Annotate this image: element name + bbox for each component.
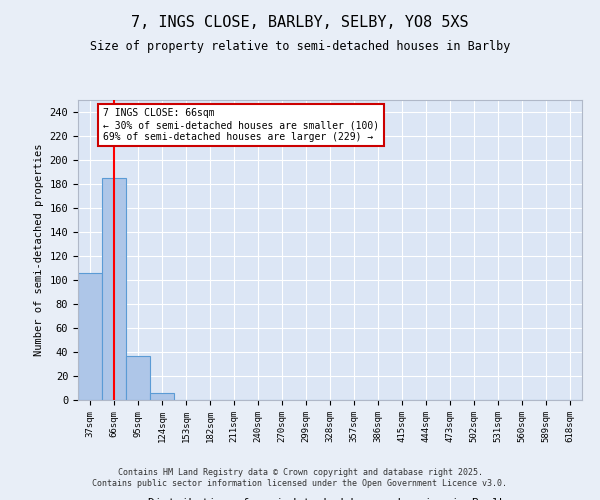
Bar: [150, 393, 174, 400]
X-axis label: Distribution of semi-detached houses by size in Barlby: Distribution of semi-detached houses by …: [148, 498, 512, 500]
Bar: [78, 273, 102, 400]
Text: 7, INGS CLOSE, BARLBY, SELBY, YO8 5XS: 7, INGS CLOSE, BARLBY, SELBY, YO8 5XS: [131, 15, 469, 30]
Y-axis label: Number of semi-detached properties: Number of semi-detached properties: [34, 144, 44, 356]
Bar: [102, 178, 126, 400]
Text: Contains HM Land Registry data © Crown copyright and database right 2025.
Contai: Contains HM Land Registry data © Crown c…: [92, 468, 508, 487]
Bar: [126, 356, 150, 400]
Text: Size of property relative to semi-detached houses in Barlby: Size of property relative to semi-detach…: [90, 40, 510, 53]
Text: 7 INGS CLOSE: 66sqm
← 30% of semi-detached houses are smaller (100)
69% of semi-: 7 INGS CLOSE: 66sqm ← 30% of semi-detach…: [103, 108, 379, 142]
